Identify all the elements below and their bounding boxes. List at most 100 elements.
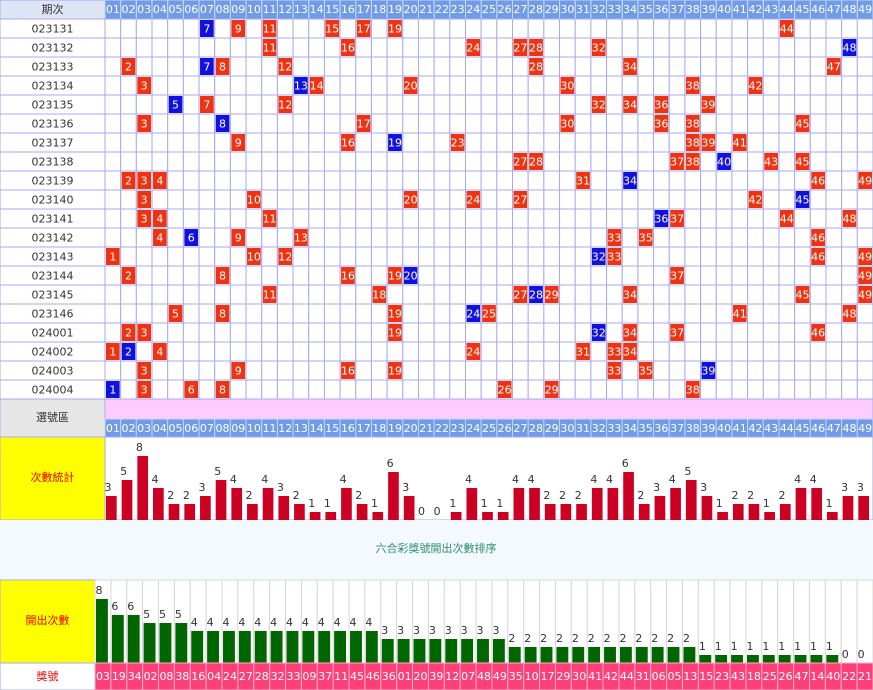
grid-cell — [245, 75, 263, 96]
stats-header: 17 — [357, 422, 371, 435]
drawn-number: 28 — [529, 156, 543, 169]
grid-cell — [668, 303, 686, 324]
drawn-cell — [607, 229, 622, 246]
grid-cell — [323, 94, 341, 115]
count-bar — [560, 504, 572, 520]
grid-cell — [151, 189, 169, 210]
grid-cell — [339, 151, 357, 172]
grid-cell — [370, 189, 388, 210]
drawn-cell — [153, 210, 167, 227]
grid-cell — [621, 132, 639, 153]
drawn-cell — [482, 305, 496, 322]
grid-cell — [621, 18, 639, 39]
grid-cell — [198, 113, 216, 134]
ranking-count: 1 — [746, 640, 753, 653]
ranking-number: 34 — [128, 670, 142, 683]
drawn-cell — [466, 191, 481, 208]
grid-cell — [120, 284, 137, 305]
grid-cell — [261, 322, 278, 343]
ranking-bar — [191, 631, 204, 663]
count-label: 4 — [152, 473, 159, 486]
grid-cell — [355, 227, 372, 248]
grid-cell — [574, 379, 592, 400]
grid-cell — [370, 379, 388, 400]
ranking-count: 1 — [826, 640, 833, 653]
drawn-cell — [388, 267, 402, 284]
grid-cell — [700, 227, 717, 248]
drawn-number: 39 — [701, 137, 715, 150]
drawn-number: 35 — [639, 365, 653, 378]
special-number: 24 — [466, 308, 480, 321]
ranking-count: 4 — [318, 616, 325, 629]
col-header: 28 — [529, 3, 543, 16]
grid-cell — [809, 132, 827, 153]
grid-cell — [856, 379, 873, 400]
grid-cell — [606, 94, 623, 115]
grid-cell — [417, 132, 435, 153]
grid-cell — [747, 322, 764, 343]
grid-cell — [559, 227, 576, 248]
grid-cell — [731, 75, 749, 96]
special-number: 13 — [294, 80, 308, 93]
drawn-cell — [623, 58, 637, 75]
ranking-number: 40 — [826, 670, 840, 683]
grid-cell — [825, 322, 843, 343]
grid-cell — [370, 265, 388, 286]
grid-cell — [606, 265, 623, 286]
grid-cell — [559, 341, 576, 362]
grid-cell — [559, 246, 576, 267]
grid-cell — [684, 189, 702, 210]
grid-cell — [120, 227, 137, 248]
grid-cell — [606, 151, 623, 172]
drawn-cell — [544, 381, 559, 398]
grid-cell — [512, 208, 529, 229]
grid-cell — [167, 284, 184, 305]
special-number: 48 — [842, 42, 856, 55]
grid-cell — [449, 303, 466, 324]
drawn-number: 28 — [529, 42, 543, 55]
grid-cell — [370, 18, 388, 39]
grid-cell — [778, 75, 796, 96]
period: 023138 — [32, 156, 74, 169]
drawn-cell — [607, 248, 622, 265]
grid-cell — [120, 189, 137, 210]
grid-cell — [590, 132, 608, 153]
grid-cell — [323, 170, 341, 191]
count-bar — [262, 488, 274, 520]
grid-cell — [245, 37, 263, 58]
grid-cell — [731, 265, 749, 286]
stats-header: 35 — [639, 422, 653, 435]
grid-cell — [653, 37, 670, 58]
grid-cell — [512, 246, 529, 267]
grid-cell — [370, 75, 388, 96]
grid-cell — [668, 379, 686, 400]
count-label: 5 — [684, 465, 691, 478]
grid-cell — [480, 284, 498, 305]
grid-cell — [198, 227, 216, 248]
period: 024001 — [32, 327, 74, 340]
grid-cell — [825, 151, 843, 172]
drawn-cell — [607, 343, 622, 360]
grid-cell — [308, 189, 325, 210]
grid-cell — [339, 208, 357, 229]
grid-cell — [402, 56, 419, 77]
grid-cell — [417, 284, 435, 305]
grid-cell — [668, 246, 686, 267]
count-bar — [450, 512, 462, 520]
grid-cell — [433, 341, 451, 362]
stats-header: 27 — [513, 422, 527, 435]
grid-cell — [402, 322, 419, 343]
col-header: 27 — [513, 3, 527, 16]
grid-cell — [574, 113, 592, 134]
grid-cell — [527, 94, 545, 115]
drawn-number: 37 — [670, 270, 684, 283]
grid-cell — [715, 379, 733, 400]
grid-cell — [637, 303, 655, 324]
drawn-number: 41 — [733, 137, 747, 150]
grid-cell — [496, 189, 514, 210]
grid-cell — [668, 94, 686, 115]
count-label: 1 — [308, 497, 315, 510]
grid-cell — [167, 151, 184, 172]
count-label: 4 — [528, 473, 535, 486]
count-bar — [638, 504, 650, 520]
